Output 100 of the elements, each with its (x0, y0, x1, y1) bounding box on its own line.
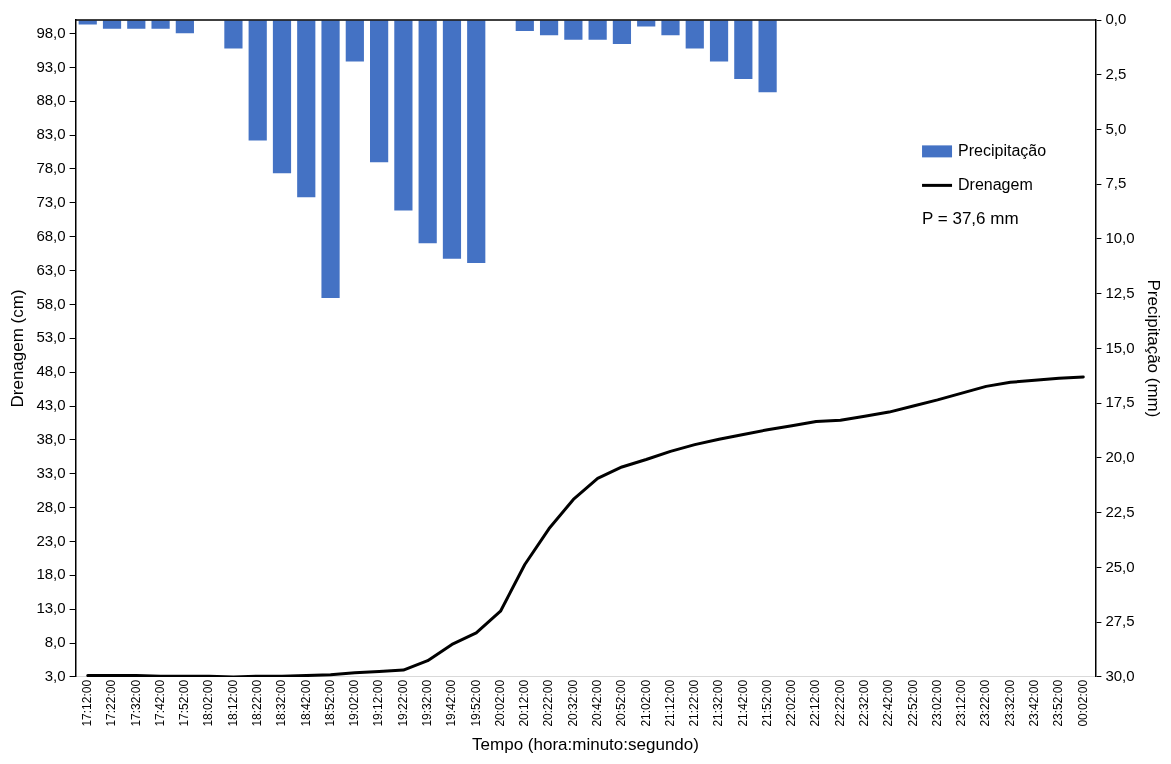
y-tick-label: 28,0 (36, 497, 66, 515)
bar (539, 20, 559, 36)
bar (272, 20, 292, 174)
x-tick-label: 21:02:00 (638, 679, 653, 727)
bar (661, 20, 680, 36)
y-tick-label: 3,0 (44, 667, 66, 685)
bar (515, 20, 534, 31)
x-tick-label: 18:42:00 (298, 679, 313, 727)
x-tick-label: 18:32:00 (274, 679, 289, 727)
y2-tick-label: 22,5 (1105, 502, 1135, 520)
y2-tick-label: 0,0 (1105, 10, 1127, 28)
x-tick-label: 21:22:00 (687, 679, 702, 727)
bar (637, 20, 656, 27)
y-tick-label: 33,0 (36, 463, 66, 481)
x-tick-label: 00:02:00 (1075, 679, 1090, 727)
x-tick-label: 19:12:00 (371, 679, 386, 727)
y2-tick-label: 12,5 (1105, 283, 1135, 301)
bar (467, 20, 486, 264)
x-tick-label: 22:02:00 (784, 679, 799, 727)
x-tick-label: 23:32:00 (1002, 679, 1017, 727)
x-tick-label: 21:42:00 (735, 679, 750, 727)
x-tick-label: 17:32:00 (128, 679, 143, 727)
x-tick-label: 18:52:00 (322, 679, 337, 727)
y-tick-label: 73,0 (36, 192, 66, 210)
bar (685, 20, 704, 49)
y2-tick-label: 27,5 (1105, 612, 1135, 630)
bar (588, 20, 607, 40)
x-tick-label: 19:02:00 (347, 679, 362, 727)
x-tick-label: 20:52:00 (614, 679, 629, 727)
bar (102, 20, 122, 29)
x-tick-label: 19:52:00 (468, 679, 483, 727)
bar (709, 20, 729, 62)
y-tick-label: 38,0 (36, 430, 66, 448)
y2-tick-label: 20,0 (1105, 448, 1135, 466)
annotation: P = 37,6 mm (922, 209, 1019, 229)
y-tick-label: 58,0 (36, 294, 66, 312)
y2-tick-label: 2,5 (1105, 64, 1127, 82)
x-tick-label: 20:12:00 (517, 679, 532, 727)
legend-label: Precipitação (958, 141, 1047, 159)
x-tick-label: 17:52:00 (177, 679, 192, 727)
y-tick-label: 63,0 (36, 260, 66, 278)
y-tick-label: 23,0 (36, 531, 66, 549)
y2-tick-label: 17,5 (1105, 393, 1135, 411)
bar (394, 20, 413, 211)
bar (442, 20, 462, 259)
x-tick-label: 23:02:00 (929, 679, 944, 727)
x-tick-label: 21:32:00 (711, 679, 726, 727)
y-tick-label: 83,0 (36, 125, 66, 143)
bar (612, 20, 632, 45)
bar (321, 20, 340, 299)
x-tick-label: 18:12:00 (225, 679, 240, 727)
y2-tick-label: 10,0 (1105, 229, 1135, 247)
y2-tick-label: 7,5 (1105, 174, 1127, 192)
y2-axis-title: Precipitação (mm) (1144, 279, 1164, 418)
y-tick-label: 78,0 (36, 159, 66, 177)
x-tick-label: 22:32:00 (857, 679, 872, 727)
x-tick-label: 20:42:00 (589, 679, 604, 727)
x-tick-label: 17:42:00 (152, 679, 167, 727)
y-tick-label: 8,0 (44, 633, 66, 651)
x-tick-label: 17:12:00 (80, 679, 95, 727)
x-tick-label: 23:12:00 (954, 679, 969, 727)
x-tick-label: 23:42:00 (1027, 679, 1042, 727)
y-tick-label: 18,0 (36, 565, 66, 583)
y-tick-label: 48,0 (36, 362, 66, 380)
y-tick-label: 88,0 (36, 91, 66, 109)
y2-tick-label: 25,0 (1105, 557, 1135, 575)
bar (564, 20, 583, 40)
bar (758, 20, 777, 93)
bar (248, 20, 267, 141)
bar (345, 20, 364, 62)
x-tick-label: 22:42:00 (881, 679, 896, 727)
bar (127, 20, 146, 29)
x-tick-label: 23:22:00 (978, 679, 993, 727)
x-tick-label: 22:52:00 (905, 679, 920, 727)
bar (297, 20, 316, 198)
x-tick-label: 22:12:00 (808, 679, 823, 727)
y-tick-label: 98,0 (36, 23, 66, 41)
y2-tick-label: 15,0 (1105, 338, 1135, 356)
x-tick-label: 18:22:00 (250, 679, 265, 727)
y-tick-label: 43,0 (36, 396, 66, 414)
x-tick-label: 22:22:00 (832, 679, 847, 727)
y-axis-title: Drenagem (cm) (7, 289, 27, 408)
x-tick-label: 19:42:00 (444, 679, 459, 727)
x-tick-label: 19:22:00 (395, 679, 410, 727)
bar (175, 20, 194, 34)
x-tick-label: 23:52:00 (1051, 679, 1066, 727)
x-tick-label: 20:32:00 (565, 679, 580, 727)
y2-tick-label: 5,0 (1105, 119, 1127, 137)
y2-tick-label: 30,0 (1105, 667, 1135, 685)
x-tick-label: 18:02:00 (201, 679, 216, 727)
y-tick-label: 68,0 (36, 226, 66, 244)
bar (224, 20, 243, 49)
x-tick-label: 20:22:00 (541, 679, 556, 727)
y-tick-label: 13,0 (36, 599, 66, 617)
x-tick-label: 17:22:00 (104, 679, 119, 727)
bar (370, 20, 389, 163)
bar (734, 20, 753, 80)
x-tick-label: 21:52:00 (759, 679, 774, 727)
y-tick-label: 93,0 (36, 57, 66, 75)
y-tick-label: 53,0 (36, 328, 66, 346)
